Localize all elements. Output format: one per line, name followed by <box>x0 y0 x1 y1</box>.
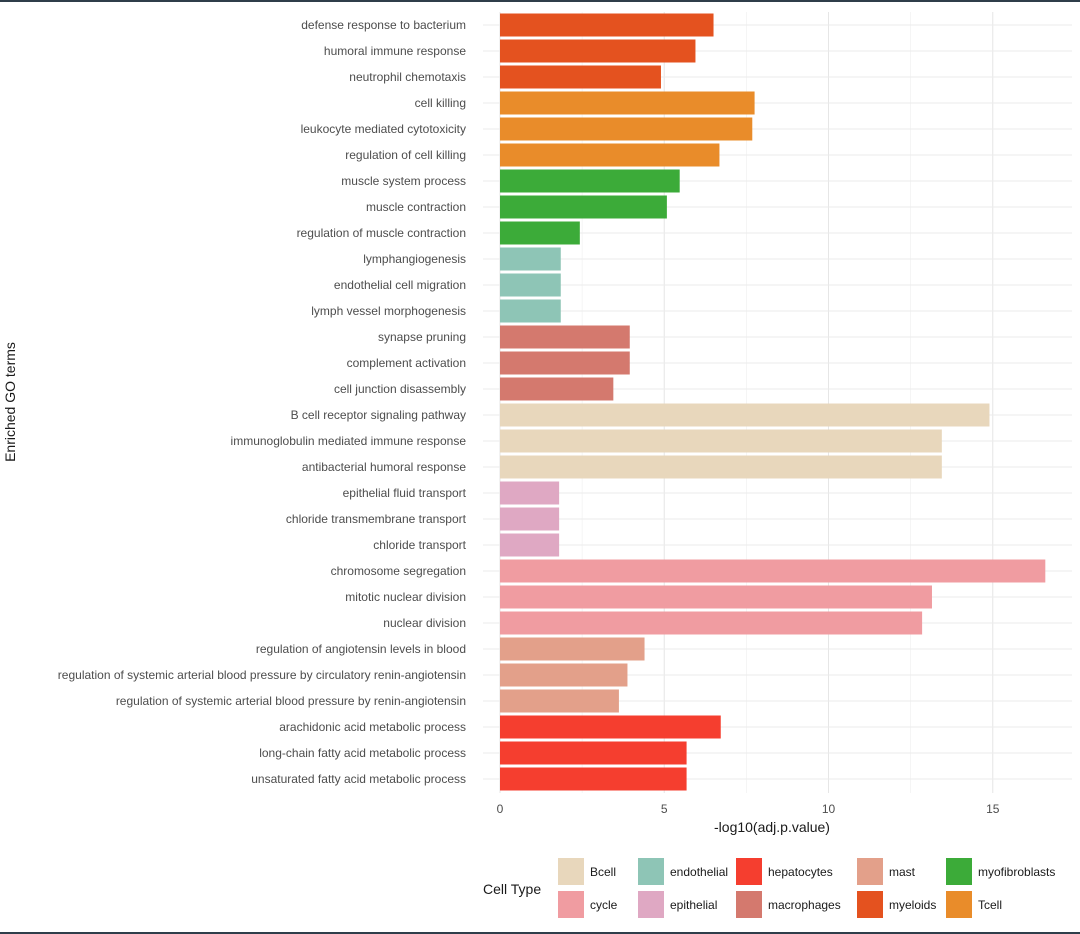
y-tick-label: synapse pruning <box>378 330 466 344</box>
bar <box>500 533 560 557</box>
legend-title: Cell Type <box>483 881 541 897</box>
y-tick-label: immunoglobulin mediated immune response <box>231 434 467 448</box>
legend-label: macrophages <box>768 898 841 912</box>
y-tick-label: chromosome segregation <box>331 564 466 578</box>
legend-key <box>946 891 972 918</box>
bar <box>500 663 628 687</box>
legend-label: Tcell <box>978 898 1002 912</box>
bar <box>500 455 942 479</box>
y-tick-label: chloride transmembrane transport <box>286 512 467 526</box>
y-tick-label: complement activation <box>347 356 466 370</box>
y-tick-label: arachidonic acid metabolic process <box>279 720 466 734</box>
x-axis-title: -log10(adj.p.value) <box>714 819 830 835</box>
legend-label: Bcell <box>590 865 616 879</box>
x-tick-label: 0 <box>497 802 504 816</box>
bar <box>500 481 560 505</box>
bar <box>500 741 687 765</box>
y-tick-label: cell killing <box>415 96 466 110</box>
y-tick-label: nuclear division <box>383 616 466 630</box>
bar <box>500 689 619 713</box>
bar <box>500 39 696 63</box>
y-tick-label: neutrophil chemotaxis <box>349 70 466 84</box>
x-tick-labels: 0 5 10 15 <box>497 802 1000 816</box>
y-tick-label: unsaturated fatty acid metabolic process <box>251 772 466 786</box>
bar <box>500 195 667 219</box>
bars-group <box>500 13 1046 791</box>
y-tick-label: muscle contraction <box>366 200 466 214</box>
legend-key <box>857 858 883 885</box>
bar <box>500 273 561 297</box>
x-tick-label: 5 <box>661 802 668 816</box>
y-tick-label: muscle system process <box>341 174 466 188</box>
bar <box>500 429 942 453</box>
bar <box>500 169 680 193</box>
y-tick-label: leukocyte mediated cytotoxicity <box>301 122 466 136</box>
bar <box>500 299 561 323</box>
legend-key <box>736 858 762 885</box>
bar <box>500 767 687 791</box>
y-tick-label: regulation of systemic arterial blood pr… <box>58 668 466 682</box>
bar <box>500 637 645 661</box>
y-tick-label: regulation of muscle contraction <box>297 226 466 240</box>
x-tick-label: 10 <box>822 802 836 816</box>
bar <box>500 559 1046 583</box>
y-tick-label: regulation of cell killing <box>345 148 466 162</box>
bar <box>500 715 721 739</box>
y-tick-label: chloride transport <box>373 538 466 552</box>
bar <box>500 247 561 271</box>
legend-key <box>736 891 762 918</box>
y-axis-title: Enriched GO terms <box>2 342 18 462</box>
legend-key <box>638 858 664 885</box>
legend-label: myeloids <box>889 898 936 912</box>
bar <box>500 507 560 531</box>
y-tick-label: regulation of angiotensin levels in bloo… <box>256 642 466 656</box>
y-tick-label: long-chain fatty acid metabolic process <box>259 746 466 760</box>
bar <box>500 611 923 635</box>
bar <box>500 91 755 115</box>
y-tick-label: regulation of systemic arterial blood pr… <box>116 694 466 708</box>
y-tick-label: mitotic nuclear division <box>345 590 466 604</box>
y-tick-label: defense response to bacterium <box>301 18 466 32</box>
y-tick-label: lymph vessel morphogenesis <box>311 304 466 318</box>
bar <box>500 13 714 37</box>
y-tick-label: endothelial cell migration <box>334 278 466 292</box>
bar <box>500 117 753 141</box>
legend-label: endothelial <box>670 865 728 879</box>
x-tick-label: 15 <box>986 802 1000 816</box>
y-tick-label: epithelial fluid transport <box>343 486 467 500</box>
bar <box>500 325 630 349</box>
legend-key <box>638 891 664 918</box>
legend-label: hepatocytes <box>768 865 833 879</box>
legend-label: cycle <box>590 898 618 912</box>
bar <box>500 65 661 89</box>
y-tick-label: lymphangiogenesis <box>363 252 466 266</box>
bar <box>500 403 990 427</box>
y-tick-label: cell junction disassembly <box>334 382 466 396</box>
bar <box>500 585 932 609</box>
legend: Cell Type Bcell endothelial hepatocytes mas… <box>483 858 1055 918</box>
bar <box>500 351 630 375</box>
legend-key <box>558 858 584 885</box>
legend-label: mast <box>889 865 916 879</box>
legend-label: myofibroblasts <box>978 865 1055 879</box>
legend-key <box>946 858 972 885</box>
legend-label: epithelial <box>670 898 717 912</box>
bar <box>500 221 580 245</box>
y-tick-label: B cell receptor signaling pathway <box>291 408 466 422</box>
y-tick-labels: defense response to bacterium humoral imm… <box>58 18 467 786</box>
legend-key <box>857 891 883 918</box>
bar <box>500 377 614 401</box>
y-tick-label: humoral immune response <box>324 44 466 58</box>
legend-key <box>558 891 584 918</box>
y-tick-label: antibacterial humoral response <box>302 460 466 474</box>
bar <box>500 143 720 167</box>
